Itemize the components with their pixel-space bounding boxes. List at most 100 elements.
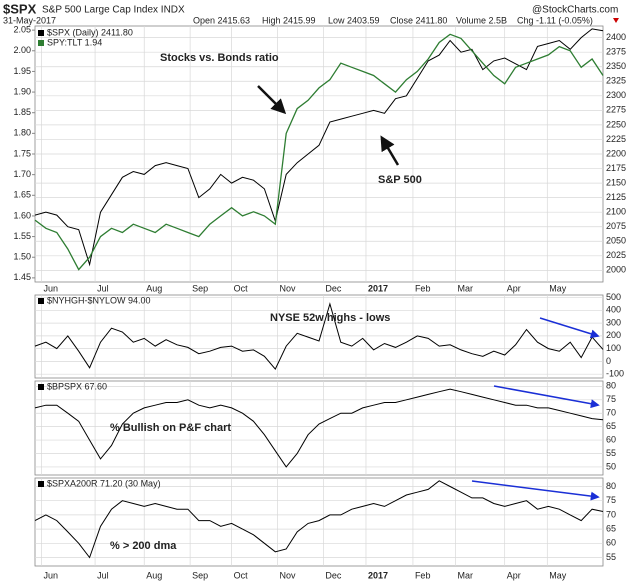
legend-label: $SPX (Daily) 2411.80 [47,27,133,37]
y-tick-label: 200 [606,330,621,340]
x-tick-label: Apr [507,283,521,293]
y-tick-label: 1.50 [13,252,31,262]
y2-tick-label: 2300 [606,90,626,100]
y2-tick-label: 2325 [606,76,626,86]
arrow [380,135,400,166]
panel [34,294,604,379]
x-tick-label: Oct [234,570,249,580]
x-tick-label: 2017 [368,283,388,293]
arrow [471,480,600,501]
legend-swatch [38,298,44,304]
x-tick-label: Aug [146,283,162,293]
close: Close 2411.80 [390,15,447,25]
y2-tick-label: 2025 [606,250,626,260]
x-tick-label: Oct [234,283,249,293]
annotation: Stocks vs. Bonds ratio [160,52,279,64]
y-tick-label: 1.70 [13,169,31,179]
x-tick-label: Dec [325,570,342,580]
y-tick-label: 1.80 [13,128,31,138]
y-tick-label: 400 [606,305,621,315]
y-tick-label: 1.95 [13,66,31,76]
x-tick-label: 2017 [368,570,388,580]
legend-swatch [38,384,44,390]
x-tick-label: Jul [97,570,109,580]
y-tick-label: 0 [606,356,611,366]
x-tick-label: Jun [44,283,59,293]
series-line [34,480,604,559]
y2-tick-label: 2000 [606,265,626,275]
y-tick-label: 300 [606,317,621,327]
volume: Volume 2.5B [456,15,507,25]
x-tick-label: May [549,283,567,293]
x-tick-label: Jul [97,283,109,293]
y-tick-label: 80 [606,481,616,491]
index-name: S&P 500 Large Cap Index INDX [42,5,185,16]
y-tick-label: 1.60 [13,210,31,220]
arrow [493,385,600,409]
y-tick-label: 75 [606,394,616,404]
y-tick-label: 70 [606,509,616,519]
annotation: % Bullish on P&F chart [110,422,231,434]
change: Chg -1.11 (-0.05%) [517,15,593,25]
y-tick-label: 70 [606,408,616,418]
x-tick-label: Sep [192,570,208,580]
x-tick-label: Sep [192,283,208,293]
x-tick-label: May [549,570,567,580]
high: High 2415.99 [262,15,316,25]
y-tick-label: 100 [606,343,621,353]
panel [34,380,604,476]
x-tick-label: Jun [44,570,59,580]
x-tick-label: Mar [458,283,474,293]
arrow [539,317,600,339]
y-tick-label: 1.55 [13,231,31,241]
annotation: NYSE 52w highs - lows [270,312,390,324]
y-tick-label: 500 [606,292,621,302]
y2-tick-label: 2275 [606,105,626,115]
legend-swatch [38,481,44,487]
legend-swatch [38,40,44,46]
x-tick-label: Aug [146,570,162,580]
y-tick-label: 75 [606,495,616,505]
arrow [257,85,287,115]
y-tick-label: 1.85 [13,107,31,117]
source: @StockCharts.com [532,5,618,16]
y2-tick-label: 2400 [606,32,626,42]
x-tick-label: Dec [325,283,342,293]
y2-tick-label: 2250 [606,119,626,129]
y2-tick-label: 2225 [606,134,626,144]
y-tick-label: 65 [606,421,616,431]
legend-swatch [38,30,44,36]
x-tick-label: Apr [507,570,521,580]
y2-tick-label: 2350 [606,61,626,71]
open: Open 2415.63 [193,15,250,25]
y2-tick-label: 2375 [606,47,626,57]
y-tick-label: 1.45 [13,272,31,282]
y2-tick-label: 2125 [606,192,626,202]
y-tick-label: 1.90 [13,86,31,96]
y-tick-label: 65 [606,523,616,533]
y-tick-label: 55 [606,552,616,562]
legend-label: $SPXA200R 71.20 (30 May) [47,478,161,488]
x-tick-label: Feb [415,570,431,580]
down-icon [613,18,619,23]
y-tick-label: 1.65 [13,190,31,200]
x-tick-label: Feb [415,283,431,293]
series-line [34,302,604,371]
y-tick-label: 50 [606,461,616,471]
y-tick-label: 1.75 [13,148,31,158]
plot-area: Jun Jul Aug Sep Oct Nov Dec 2017 Feb Mar Apr May 200… [13,25,626,581]
y2-tick-label: 2075 [606,221,626,231]
y-tick-label: 2.00 [13,45,31,55]
y-tick-label: 80 [606,381,616,391]
y2-tick-label: 2100 [606,207,626,217]
date: 31-May-2017 [3,15,56,25]
legend-label: $BPSPX 67.60 [47,381,107,391]
x-tick-label: Mar [458,570,474,580]
annotation: % > 200 dma [110,540,177,552]
y2-tick-label: 2175 [606,163,626,173]
legend-label: $NYHGH-$NYLOW 94.00 [47,295,151,305]
series-line [34,388,604,468]
y-tick-label: 55 [606,448,616,458]
annotation: S&P 500 [378,174,422,186]
